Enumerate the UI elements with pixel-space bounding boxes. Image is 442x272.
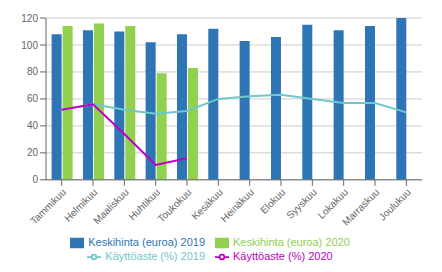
svg-text:0: 0: [32, 174, 38, 185]
svg-text:Syyskuu: Syyskuu: [284, 186, 319, 221]
svg-text:Huhtikuu: Huhtikuu: [126, 186, 163, 223]
svg-text:20: 20: [27, 147, 39, 158]
svg-text:Tammikuu: Tammikuu: [28, 186, 68, 226]
svg-text:Joulukuu: Joulukuu: [377, 186, 413, 222]
svg-text:40: 40: [27, 120, 39, 131]
svg-text:Elokuu: Elokuu: [258, 186, 287, 215]
svg-text:120: 120: [21, 13, 38, 24]
svg-text:Heinäkuu: Heinäkuu: [218, 186, 256, 224]
svg-text:Maaliskuu: Maaliskuu: [91, 186, 131, 226]
svg-text:Lokakuu: Lokakuu: [315, 186, 351, 221]
svg-text:80: 80: [27, 66, 39, 77]
svg-text:Marraskuu: Marraskuu: [340, 186, 381, 227]
svg-text:Kesäkuu: Kesäkuu: [189, 186, 225, 222]
svg-text:60: 60: [27, 93, 39, 104]
svg-text:Helmikuu: Helmikuu: [62, 186, 100, 224]
svg-text:100: 100: [21, 40, 38, 51]
html-text:Keskihinta (euroa) 2020: Keskihinta (euroa) 2020: [233, 235, 350, 248]
svg-text:Toukokuu: Toukokuu: [155, 186, 193, 224]
html-text:Käyttöaste (%) 2020: Käyttöaste (%) 2020: [233, 249, 333, 262]
html-text:Keskihinta (euroa) 2019: Keskihinta (euroa) 2019: [88, 235, 205, 248]
html-text:Käyttöaste (%) 2019: Käyttöaste (%) 2019: [105, 249, 205, 262]
